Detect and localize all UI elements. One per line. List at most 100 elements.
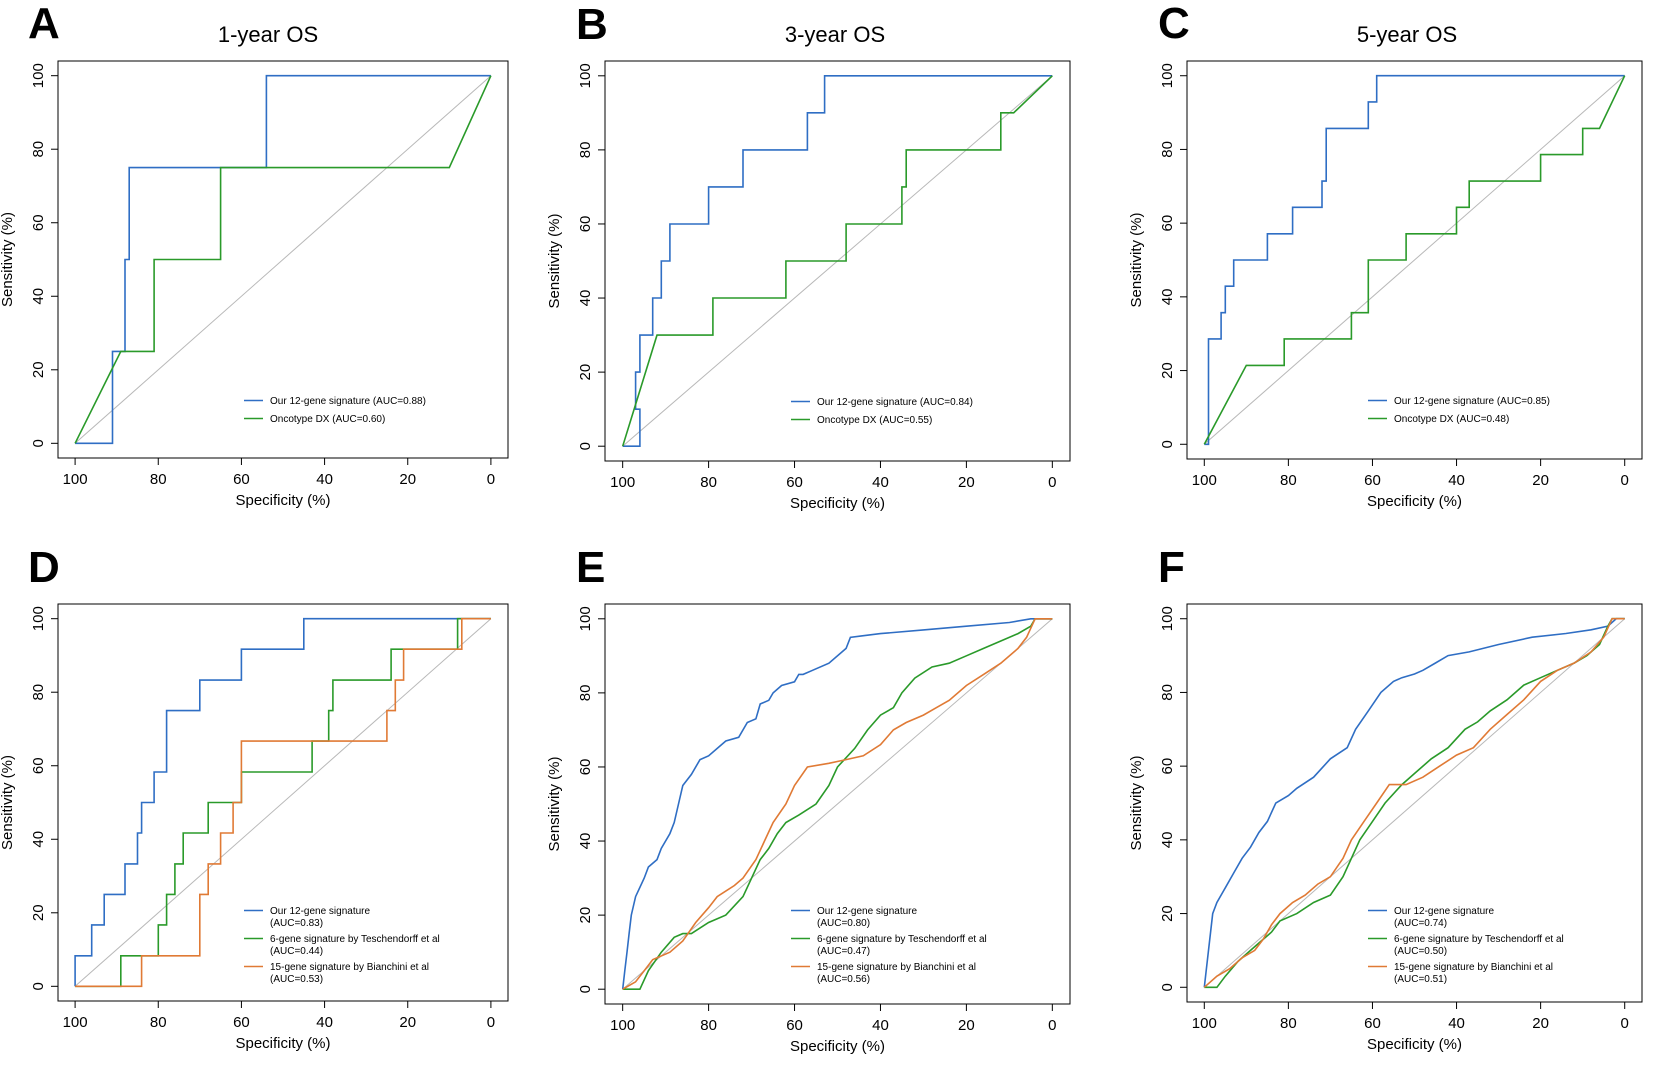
x-tick-label: 0	[1621, 472, 1629, 489]
roc-curve-oncotype-dx	[1203, 75, 1626, 445]
x-tick-label: 100	[610, 474, 635, 491]
y-tick-label: 0	[1159, 983, 1176, 991]
legend-label: 6-gene signature by Teschendorff et al	[270, 934, 440, 945]
x-tick-label: 80	[700, 474, 717, 491]
x-tick-label: 100	[1192, 472, 1217, 489]
y-tick-label: 60	[1159, 215, 1176, 232]
y-tick-label: 40	[577, 833, 594, 850]
x-tick-label: 100	[610, 1017, 635, 1034]
roc-panel-b: B 3-year OS 100 80 60 40 20 0 0 20 40 60 80 100 Specif…	[546, 0, 1071, 512]
y-tick-label: 0	[1159, 440, 1176, 448]
roc-curve-15-gene-signature-by-bianchini-et-al	[75, 617, 491, 988]
y-axis-label: Sensitivity (%)	[1128, 212, 1145, 307]
legend-label: Our 12-gene signature	[817, 906, 918, 917]
y-tick-label: 20	[577, 364, 594, 381]
x-tick-label: 0	[487, 471, 495, 488]
x-tick-label: 20	[958, 1017, 975, 1034]
roc-curve-our-12-gene-signature	[622, 75, 1053, 448]
y-tick-label: 20	[30, 361, 47, 378]
roc-curve-our-12-gene-signature	[74, 617, 491, 987]
y-tick-label: 100	[577, 606, 594, 631]
legend-label: (AUC=0.50)	[1394, 946, 1447, 957]
legend-label: (AUC=0.80)	[817, 918, 870, 929]
x-tick-label: 60	[786, 474, 803, 491]
plot-frame	[57, 603, 509, 1002]
reference-diagonal	[74, 75, 492, 444]
y-tick-label: 40	[1159, 832, 1176, 849]
x-tick-label: 60	[1364, 1015, 1381, 1032]
roc-panel-f: F 100 80 60 40 20 0 0 20 40 60 80 100 Specificity (%)…	[1128, 543, 1643, 1053]
y-tick-label: 40	[30, 831, 47, 848]
legend-label: Our 12-gene signature (AUC=0.85)	[1394, 396, 1550, 407]
y-tick-label: 100	[30, 606, 47, 631]
legend-label: 6-gene signature by Teschendorff et al	[1394, 934, 1564, 945]
x-tick-label: 40	[872, 1017, 889, 1034]
legend-entry: 6-gene signature by Teschendorff et al(A…	[1368, 934, 1564, 957]
x-axis-label: Specificity (%)	[235, 1035, 330, 1052]
legend-label: Oncotype DX (AUC=0.48)	[1394, 414, 1509, 425]
y-tick-label: 20	[577, 907, 594, 924]
x-tick-label: 40	[872, 474, 889, 491]
x-axis-label: Specificity (%)	[790, 1038, 885, 1055]
x-tick-label: 0	[1621, 1015, 1629, 1032]
reference-diagonal	[622, 618, 1053, 990]
legend-label: 15-gene signature by Bianchini et al	[817, 962, 976, 973]
y-tick-label: 60	[1159, 758, 1176, 775]
x-tick-label: 100	[63, 1014, 88, 1031]
x-tick-label: 40	[316, 1014, 333, 1031]
y-tick-label: 0	[30, 439, 47, 447]
y-tick-label: 60	[577, 759, 594, 776]
x-tick-label: 60	[233, 1014, 250, 1031]
legend-label: Oncotype DX (AUC=0.55)	[817, 415, 932, 426]
x-tick-label: 20	[1532, 472, 1549, 489]
legend-label: Oncotype DX (AUC=0.60)	[270, 414, 385, 425]
y-axis-label: Sensitivity (%)	[546, 213, 563, 308]
legend-entry: 15-gene signature by Bianchini et al(AUC…	[244, 962, 429, 985]
roc-panel-d: D 100 80 60 40 20 0 0 20 40 60 80 100 Specificity (%)…	[0, 543, 509, 1052]
reference-diagonal	[1203, 618, 1626, 988]
x-axis-label: Specificity (%)	[790, 495, 885, 512]
y-tick-label: 60	[577, 216, 594, 233]
x-tick-label: 60	[233, 471, 250, 488]
y-tick-label: 100	[30, 63, 47, 88]
y-tick-label: 40	[1159, 289, 1176, 306]
x-tick-label: 20	[399, 1014, 416, 1031]
plot-frame	[1186, 60, 1643, 460]
x-tick-label: 100	[63, 471, 88, 488]
y-tick-label: 80	[30, 141, 47, 158]
roc-panel-e: E 100 80 60 40 20 0 0 20 40 60 80 100 Specificity (%)…	[546, 543, 1071, 1055]
x-tick-label: 20	[399, 471, 416, 488]
legend-entry: Our 12-gene signature (AUC=0.88)	[244, 396, 426, 407]
x-tick-label: 80	[1280, 472, 1297, 489]
y-axis-label: Sensitivity (%)	[546, 756, 563, 851]
x-tick-label: 40	[1448, 1015, 1465, 1032]
y-axis-label: Sensitivity (%)	[1128, 755, 1145, 850]
plot-frame	[604, 603, 1071, 1005]
x-tick-label: 100	[1192, 1015, 1217, 1032]
y-tick-label: 100	[1159, 63, 1176, 88]
legend-label: (AUC=0.44)	[270, 946, 323, 957]
y-axis-label: Sensitivity (%)	[0, 755, 16, 850]
roc-curve-our-12-gene-signature	[75, 74, 491, 445]
roc-curve-our-12-gene-signature	[621, 617, 1053, 990]
legend-label: Our 12-gene signature	[270, 906, 371, 917]
x-tick-label: 0	[1048, 1017, 1056, 1034]
reference-diagonal	[74, 618, 492, 987]
panel-letter: A	[28, 0, 60, 48]
panel-letter: D	[28, 543, 60, 592]
legend-label: 15-gene signature by Bianchini et al	[1394, 962, 1553, 973]
legend-label: 15-gene signature by Bianchini et al	[270, 962, 429, 973]
x-tick-label: 80	[1280, 1015, 1297, 1032]
legend-label: (AUC=0.56)	[817, 974, 870, 985]
x-tick-label: 80	[150, 471, 167, 488]
x-axis-label: Specificity (%)	[235, 492, 330, 509]
x-axis-label: Specificity (%)	[1367, 493, 1462, 510]
legend-label: (AUC=0.51)	[1394, 974, 1447, 985]
legend-entry: Our 12-gene signature(AUC=0.80)	[791, 906, 918, 929]
y-tick-label: 80	[30, 684, 47, 701]
plot-frame	[1186, 603, 1643, 1003]
legend-entry: Oncotype DX (AUC=0.48)	[1368, 414, 1509, 425]
legend-entry: Our 12-gene signature(AUC=0.83)	[244, 906, 371, 929]
y-tick-label: 20	[1159, 362, 1176, 379]
roc-curve-15-gene-signature-by-bianchini-et-al	[1203, 617, 1625, 988]
